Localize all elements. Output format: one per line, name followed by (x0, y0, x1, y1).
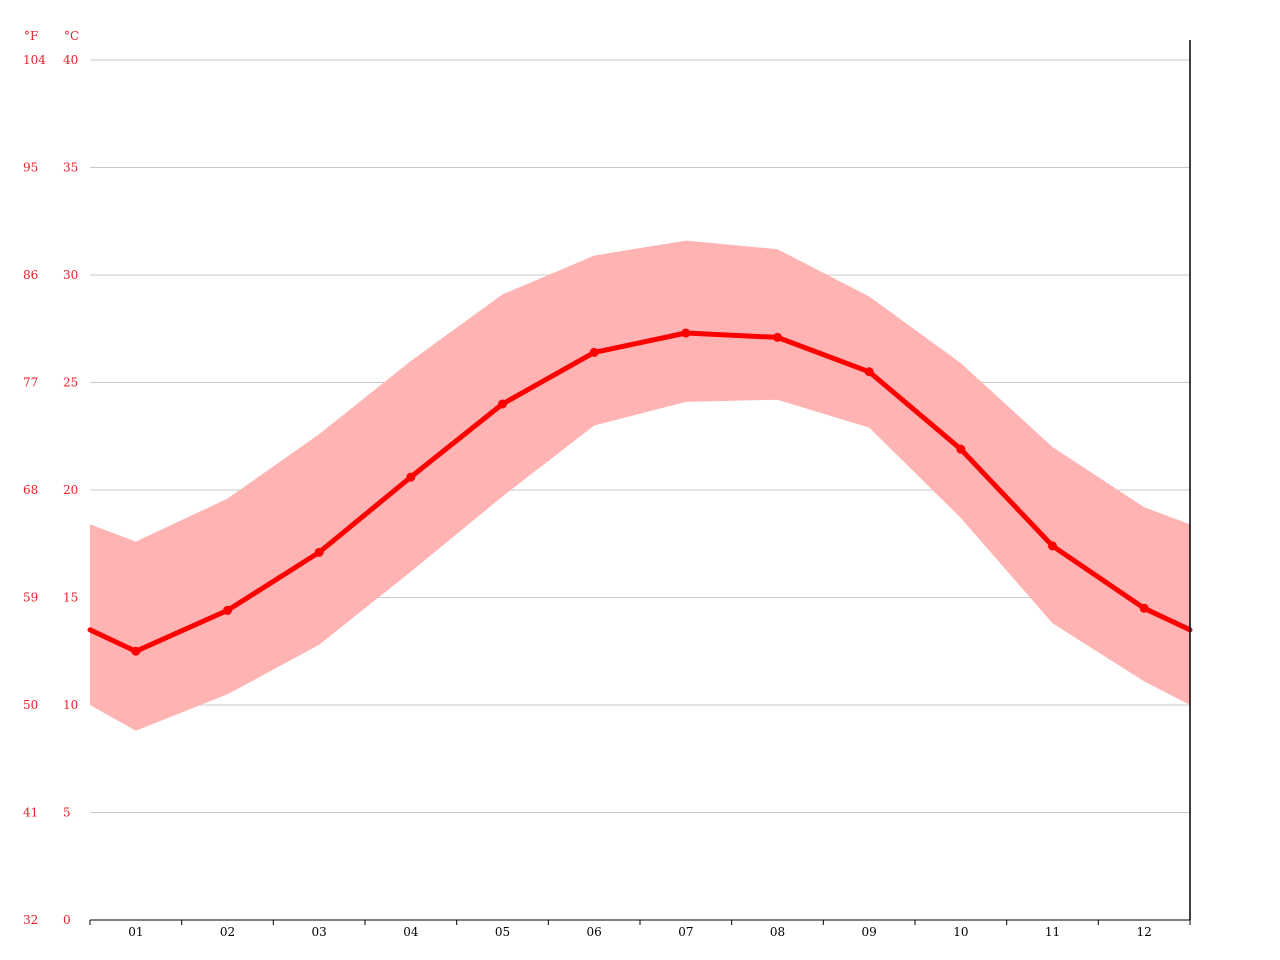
x-tick-label: 01 (128, 925, 143, 939)
y-tick-label-fahrenheit: 50 (23, 698, 38, 712)
fahrenheit-unit-label: °F (24, 29, 38, 43)
tick-labels: °F °C 0 32 5 41 10 50 15 59 20 68 25 77 30 86 35 95 40 10… (23, 29, 1152, 939)
mean-temperature-point (131, 646, 141, 656)
y-tick-label-fahrenheit: 68 (23, 483, 38, 497)
x-tick-label: 03 (312, 925, 327, 939)
y-tick-label-celsius: 10 (63, 698, 78, 712)
x-tick-label: 12 (1137, 925, 1152, 939)
y-tick-label-fahrenheit: 86 (23, 268, 38, 282)
x-tick-label: 08 (770, 925, 785, 939)
y-tick-label-fahrenheit: 77 (23, 376, 38, 390)
y-tick-label-celsius: 5 (63, 806, 71, 820)
x-tick-label: 10 (953, 925, 968, 939)
y-tick-label-fahrenheit: 104 (23, 53, 46, 67)
temperature-range-band (90, 240, 1190, 731)
mean-temperature-point (314, 547, 324, 557)
x-tick-label: 07 (678, 925, 693, 939)
y-tick-label-celsius: 20 (63, 483, 78, 497)
x-tick-label: 02 (220, 925, 235, 939)
mean-temperature-point (498, 399, 507, 409)
mean-temperature-point (406, 472, 416, 482)
mean-temperature-point (773, 332, 782, 342)
axes (89, 40, 1191, 925)
mean-temperature-point (589, 347, 599, 357)
y-tick-label-fahrenheit: 59 (23, 591, 38, 605)
mean-temperature-point (956, 444, 966, 454)
y-tick-label-celsius: 35 (63, 161, 78, 175)
y-tick-label-fahrenheit: 95 (23, 161, 38, 175)
y-tick-label-fahrenheit: 32 (23, 913, 38, 927)
x-tick-label: 04 (403, 925, 419, 939)
y-tick-label-celsius: 40 (63, 53, 78, 67)
mean-temperature-point (864, 367, 874, 377)
mean-temperature-line (87, 330, 1193, 654)
y-tick-label-celsius: 0 (63, 913, 71, 927)
mean-temperature-point (1139, 603, 1149, 613)
x-tick-label: 11 (1045, 925, 1060, 939)
y-tick-label-fahrenheit: 41 (23, 806, 38, 820)
y-tick-label-celsius: 15 (63, 591, 78, 605)
mean-temperature-point (681, 328, 691, 338)
mean-temperature-point (1048, 541, 1057, 551)
mean-temperature-point (223, 605, 232, 615)
y-tick-label-celsius: 30 (63, 268, 78, 282)
y-tick-label-celsius: 25 (63, 376, 78, 390)
x-tick-label: 09 (862, 925, 877, 939)
mean-temperature-points (131, 328, 1149, 656)
x-tick-label: 06 (587, 925, 602, 939)
x-tick-label: 05 (495, 925, 510, 939)
celsius-unit-label: °C (64, 29, 79, 43)
